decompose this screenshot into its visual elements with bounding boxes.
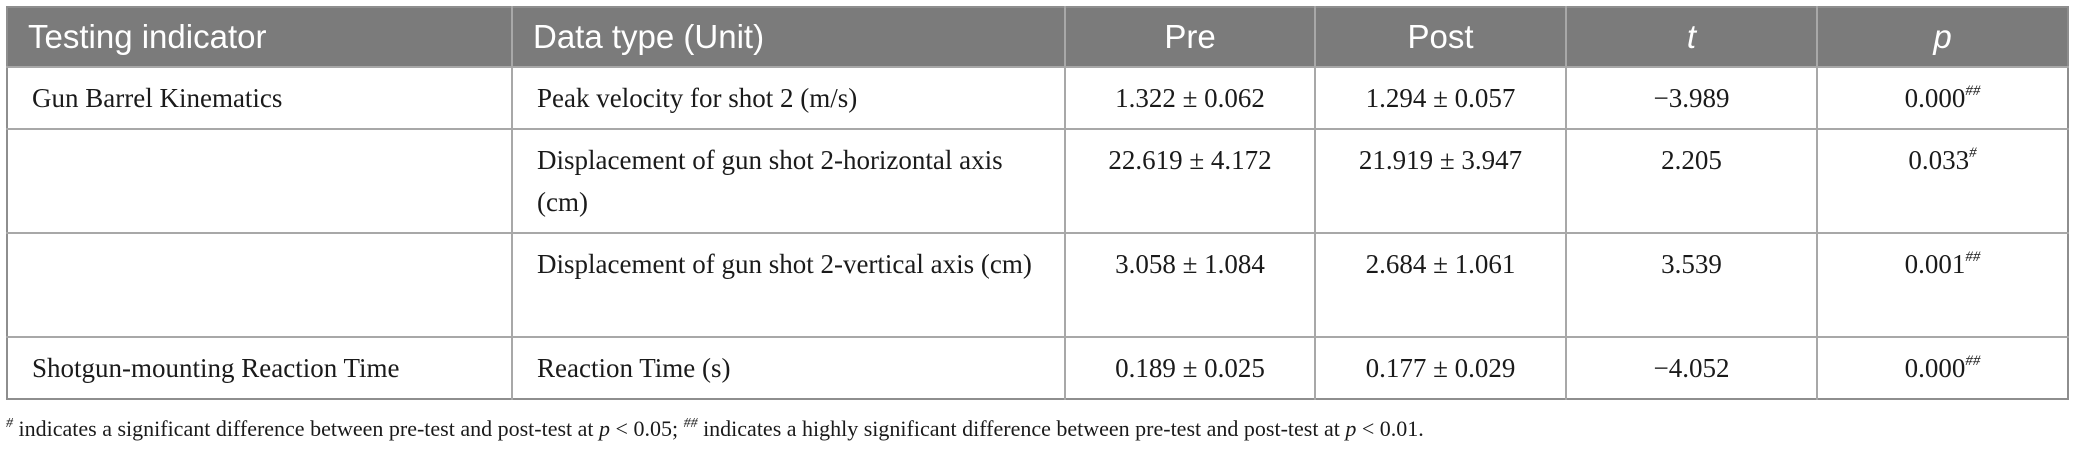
cell-indicator: Gun Barrel Kinematics [7,66,512,129]
cell-t: 3.539 [1565,232,1817,337]
significance-mark: ## [1965,353,1981,369]
cell-data-type: Displacement of gun shot 2-horizontal ax… [511,128,1065,233]
cell-data-type: Reaction Time (s) [511,336,1065,399]
header-p-label: p [1933,18,1952,55]
cell-p: 0.001## [1816,232,2068,337]
header-pre: Pre [1064,7,1315,67]
significance-mark: ## [1965,83,1981,99]
header-p: p [1816,7,2068,67]
cell-data-type: Displacement of gun shot 2-vertical axis… [511,232,1065,337]
header-testing-indicator: Testing indicator [7,7,512,67]
header-t-label: t [1686,18,1697,55]
table-row: Shotgun-mounting Reaction Time Reaction … [7,336,2068,399]
table-row: Gun Barrel Kinematics Peak velocity for … [7,66,2068,129]
cell-p: 0.000## [1816,66,2068,129]
cell-pre: 1.322 ± 0.062 [1064,66,1315,129]
table-footnote: # indicates a significant difference bet… [6,414,1424,444]
header-t: t [1565,7,1817,67]
footnote-text-1: indicates a significant difference betwe… [13,416,600,441]
header-post: Post [1314,7,1566,67]
cell-data-type: Peak velocity for shot 2 (m/s) [511,66,1065,129]
cell-post: 1.294 ± 0.057 [1314,66,1566,129]
results-table-container: Testing indicator Data type (Unit) Pre P… [6,6,2069,400]
footnote-mark-double: ## [683,416,698,431]
cell-indicator [7,232,512,337]
cell-pre: 0.189 ± 0.025 [1064,336,1315,399]
footnote-p-symbol: p [599,416,611,441]
results-table: Testing indicator Data type (Unit) Pre P… [6,6,2069,400]
cell-pre: 22.619 ± 4.172 [1064,128,1315,233]
p-value: 0.001 [1904,249,1966,279]
footnote-text-2: indicates a highly significant differenc… [697,416,1346,441]
significance-mark: # [1969,145,1977,161]
p-value: 0.000 [1904,83,1966,113]
cell-post: 2.684 ± 1.061 [1314,232,1566,337]
cell-t: −4.052 [1565,336,1817,399]
cell-p: 0.000## [1816,336,2068,399]
header-data-type: Data type (Unit) [511,7,1065,67]
cell-indicator: Shotgun-mounting Reaction Time [7,336,512,399]
table-row: Displacement of gun shot 2-vertical axis… [7,232,2068,337]
cell-t: −3.989 [1565,66,1817,129]
significance-mark: ## [1965,249,1981,265]
cell-post: 21.919 ± 3.947 [1314,128,1566,233]
footnote-threshold-1: < 0.05; [610,416,684,441]
p-value: 0.033 [1908,145,1970,175]
table-header-row: Testing indicator Data type (Unit) Pre P… [7,7,2068,67]
footnote-p-symbol-2: p [1345,416,1357,441]
cell-p: 0.033# [1816,128,2068,233]
footnote-mark-single: # [6,416,13,431]
cell-post: 0.177 ± 0.029 [1314,336,1566,399]
cell-pre: 3.058 ± 1.084 [1064,232,1315,337]
footnote-threshold-2: < 0.01. [1356,416,1424,441]
cell-indicator [7,128,512,233]
cell-t: 2.205 [1565,128,1817,233]
p-value: 0.000 [1904,353,1966,383]
table-row: Displacement of gun shot 2-horizontal ax… [7,128,2068,233]
